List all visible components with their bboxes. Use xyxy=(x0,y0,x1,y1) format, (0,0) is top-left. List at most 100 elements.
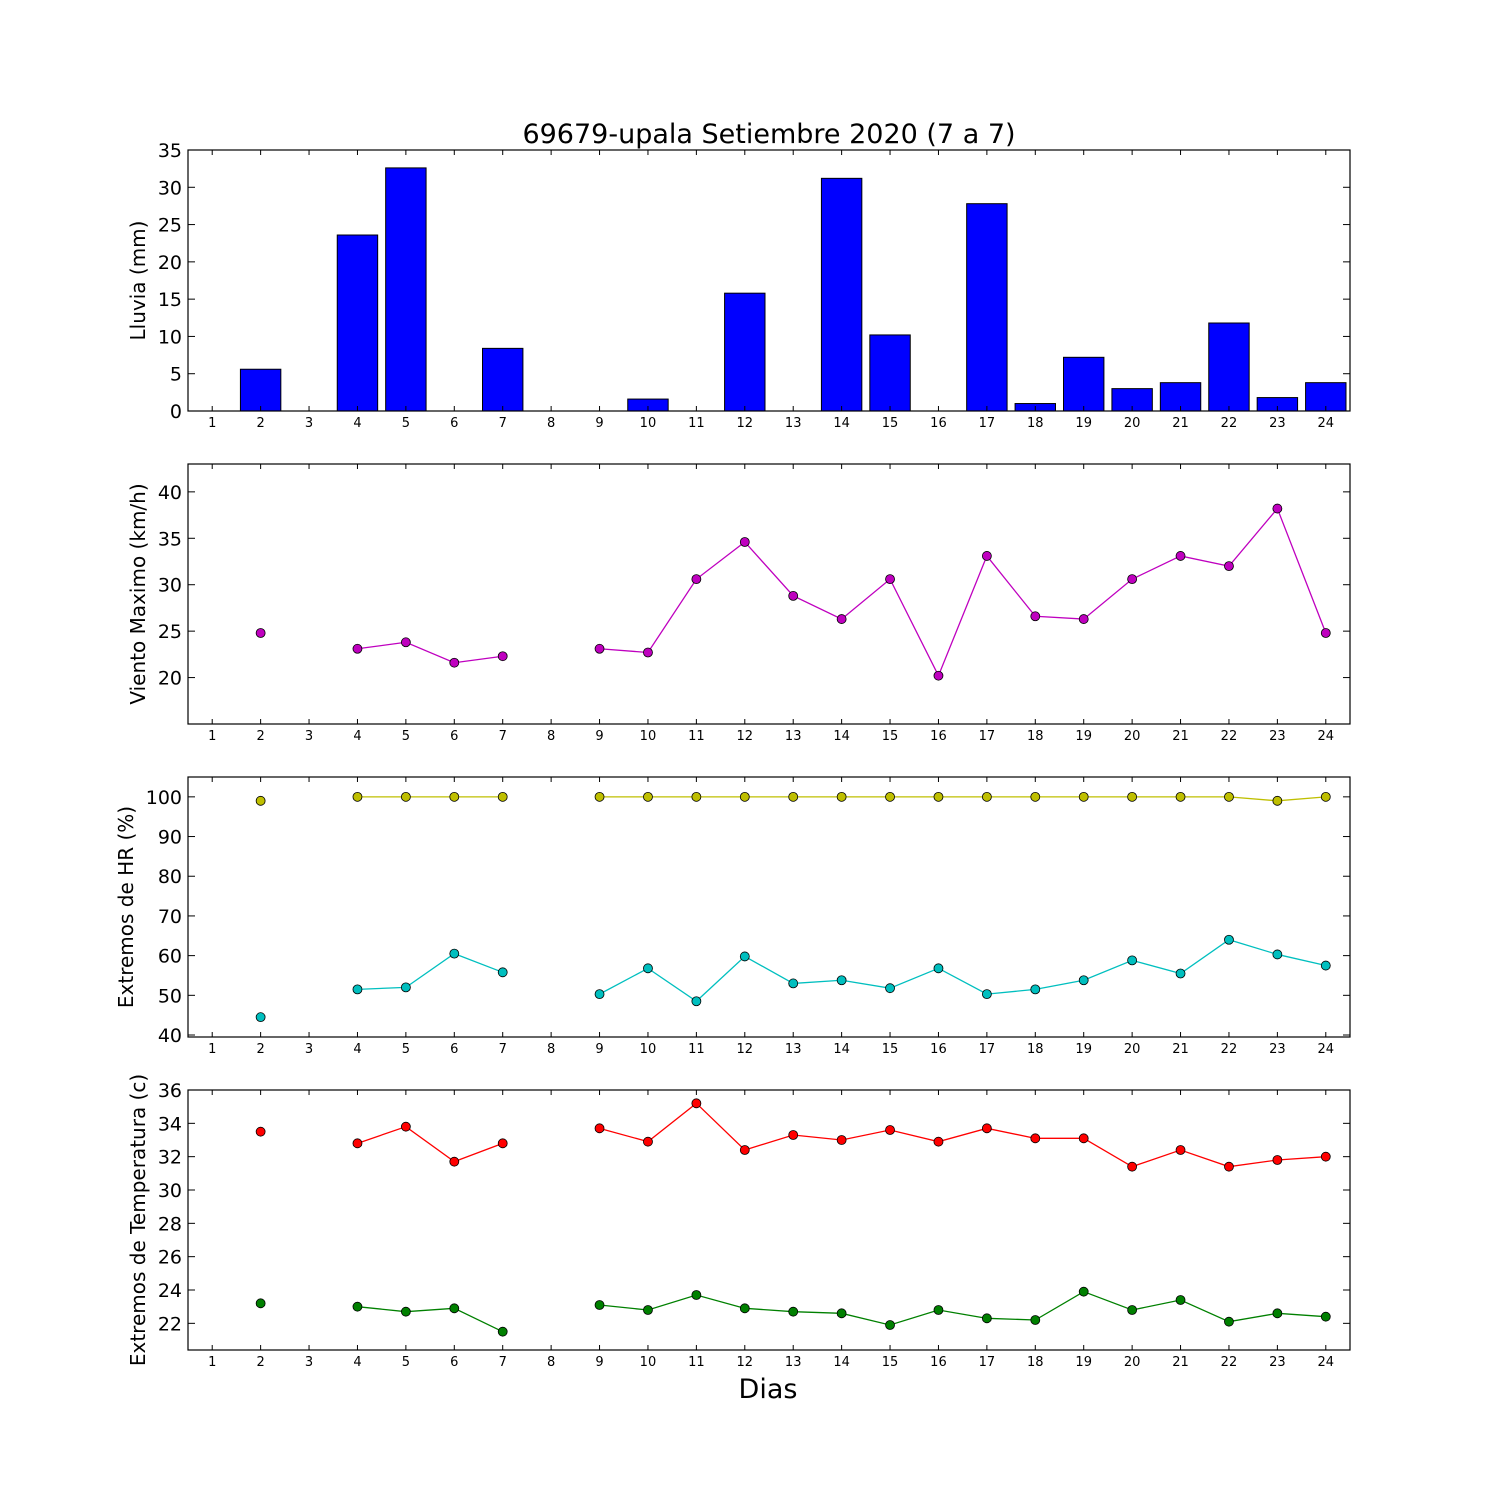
bar-day-19 xyxy=(1063,356,1105,412)
x-tick-label: 19 xyxy=(1075,416,1092,431)
series-0-point-day-11 xyxy=(691,1098,702,1109)
y-axis-label: Viento Maximo (km/h) xyxy=(126,483,150,704)
y-tick-label: 34 xyxy=(158,1113,182,1135)
series-1-point-day-22 xyxy=(1224,934,1234,945)
series-1-point-day-10 xyxy=(643,1305,653,1315)
series-0-point-day-4 xyxy=(352,791,363,802)
series-0-point-day-6 xyxy=(449,791,460,802)
x-tick-label: 15 xyxy=(882,1042,899,1057)
series-0-point-day-24 xyxy=(1320,1151,1331,1162)
series-1-point-day-15 xyxy=(885,1320,895,1330)
x-tick-label: 4 xyxy=(353,1042,361,1057)
x-tick-label: 15 xyxy=(882,1355,899,1370)
x-tick-label: 13 xyxy=(785,729,802,744)
series-1-line xyxy=(357,952,503,991)
series-0-point-day-5 xyxy=(400,637,411,648)
x-tick-label: 2 xyxy=(256,1355,264,1370)
x-tick-label: 4 xyxy=(353,729,361,744)
x-tick-label: 19 xyxy=(1075,1042,1092,1057)
series-0-line xyxy=(599,796,1326,802)
x-tick-label: 13 xyxy=(785,1355,802,1370)
x-tick-label: 10 xyxy=(640,416,657,431)
y-axis-label: Lluvia (mm) xyxy=(126,221,150,341)
series-0-point-day-18 xyxy=(1030,611,1041,622)
x-tick-label: 23 xyxy=(1269,1042,1286,1057)
y-tick-label: 36 xyxy=(158,1080,182,1102)
x-tick-label: 8 xyxy=(547,729,555,744)
series-0-point-day-20 xyxy=(1127,574,1138,585)
series-0-point-day-10 xyxy=(643,791,653,802)
x-tick-label: 16 xyxy=(930,1355,947,1370)
y-tick-label: 10 xyxy=(158,326,182,348)
series-0-point-day-13 xyxy=(788,590,799,601)
x-tick-label: 6 xyxy=(450,729,458,744)
series-0-point-day-2 xyxy=(255,1126,266,1137)
x-tick-label: 24 xyxy=(1318,1042,1335,1057)
y-tick-label: 0 xyxy=(170,401,182,423)
x-tick-label: 12 xyxy=(737,729,754,744)
x-tick-label: 14 xyxy=(833,416,850,431)
x-tick-label: 8 xyxy=(547,1355,555,1370)
series-0-point-day-19 xyxy=(1078,614,1089,624)
x-tick-label: 8 xyxy=(547,1042,555,1057)
x-tick-label: 2 xyxy=(256,729,264,744)
x-tick-label: 14 xyxy=(833,1355,850,1370)
series-1-point-day-12 xyxy=(739,951,750,962)
series-0-point-day-13 xyxy=(788,1130,799,1140)
series-1-point-day-4 xyxy=(352,1301,363,1312)
y-tick-label: 22 xyxy=(158,1313,182,1335)
y-tick-label: 32 xyxy=(158,1147,182,1169)
y-tick-label: 28 xyxy=(158,1213,182,1235)
y-tick-label: 100 xyxy=(146,787,182,809)
series-0-point-day-4 xyxy=(352,1138,363,1149)
series-1-point-day-2 xyxy=(255,1012,266,1023)
x-tick-label: 3 xyxy=(305,729,313,744)
x-tick-label: 17 xyxy=(979,416,996,431)
series-0-point-day-13 xyxy=(788,791,799,802)
series-0-point-day-7 xyxy=(497,791,508,802)
series-0-point-day-18 xyxy=(1030,791,1041,802)
series-0-point-day-16 xyxy=(933,791,944,802)
series-0-point-day-9 xyxy=(594,791,605,802)
series-0-point-day-19 xyxy=(1078,791,1089,802)
series-0-point-day-22 xyxy=(1224,1161,1234,1172)
x-tick-label: 16 xyxy=(930,416,947,431)
series-0-point-day-12 xyxy=(739,537,750,547)
series-0-point-day-9 xyxy=(594,1123,605,1134)
x-axis-label: Dias xyxy=(739,1374,798,1405)
chart-title: 69679-upala Setiembre 2020 (7 a 7) xyxy=(522,119,1015,150)
plot-frame xyxy=(187,776,1351,1038)
series-0-line xyxy=(357,1125,503,1163)
bar-day-22 xyxy=(1208,322,1250,412)
series-0-point-day-14 xyxy=(836,1135,847,1145)
series-1-point-day-16 xyxy=(933,963,944,974)
series-0-point-day-9 xyxy=(594,643,605,654)
series-1-point-day-6 xyxy=(449,1303,460,1314)
y-tick-label: 20 xyxy=(158,252,182,274)
x-tick-label: 18 xyxy=(1027,1042,1044,1057)
series-0-point-day-2 xyxy=(255,628,266,638)
y-tick-label: 5 xyxy=(170,364,182,386)
x-tick-label: 24 xyxy=(1318,416,1335,431)
series-0-point-day-12 xyxy=(739,791,750,802)
x-tick-label: 19 xyxy=(1075,1355,1092,1370)
x-tick-label: 13 xyxy=(785,1042,802,1057)
x-tick-label: 7 xyxy=(499,416,507,431)
series-0-point-day-12 xyxy=(739,1145,750,1155)
series-0-point-day-15 xyxy=(885,1125,895,1135)
series-0-point-day-11 xyxy=(691,791,702,802)
series-1-point-day-13 xyxy=(788,1306,799,1317)
x-tick-label: 12 xyxy=(737,1042,754,1057)
series-0-point-day-7 xyxy=(497,1138,508,1149)
series-0-point-day-19 xyxy=(1078,1133,1089,1144)
series-1-line xyxy=(599,939,1326,1003)
x-tick-label: 18 xyxy=(1027,729,1044,744)
series-1-point-day-12 xyxy=(739,1303,750,1314)
y-tick-label: 80 xyxy=(158,866,182,888)
plot-frame xyxy=(187,463,1351,725)
series-0-point-day-4 xyxy=(352,643,363,654)
bar-day-2 xyxy=(239,368,282,412)
series-1-point-day-11 xyxy=(691,996,702,1007)
series-1-point-day-19 xyxy=(1078,975,1089,986)
x-tick-label: 21 xyxy=(1172,416,1189,431)
